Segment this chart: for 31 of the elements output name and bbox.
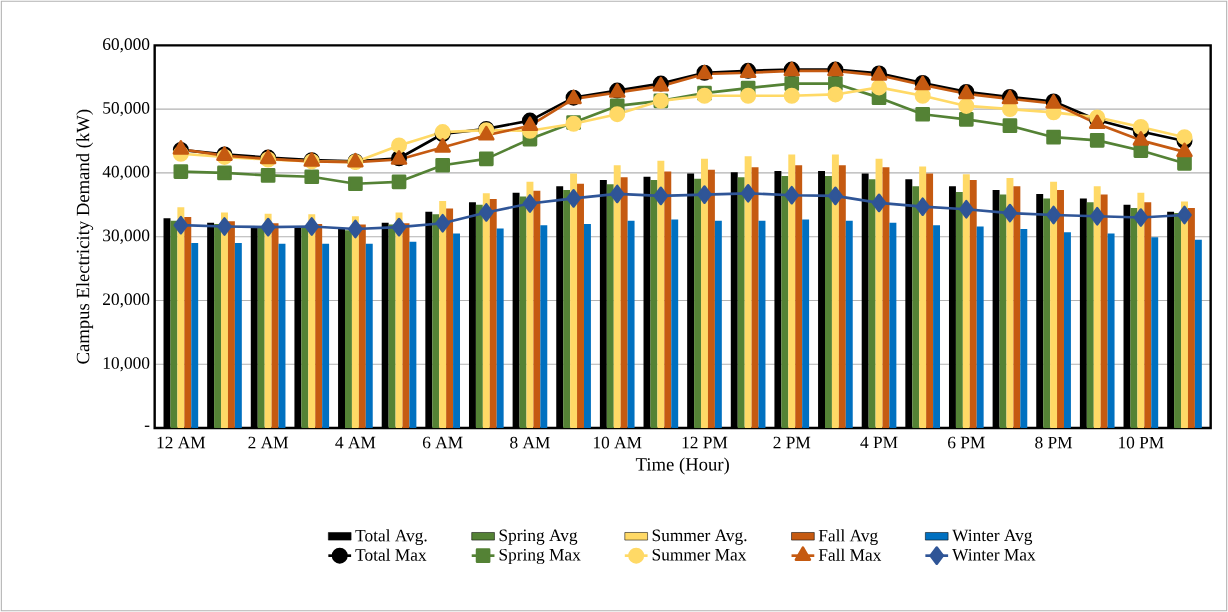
x-tick-label: 10 PM: [1119, 436, 1164, 449]
y-axis-title: Campus Electricity Demand (kW): [76, 109, 94, 364]
x-tick-label: 4 AM: [335, 436, 376, 449]
x-tick-label: 8 PM: [1035, 436, 1073, 449]
legend-label: Spring Max: [499, 548, 581, 565]
legend-label: Fall Max: [818, 548, 882, 561]
x-tick-label: 2 PM: [773, 436, 811, 449]
legend-label: Total Avg.: [355, 529, 427, 546]
legend-label: Fall Avg: [818, 529, 878, 546]
legend-label: Summer Max: [652, 548, 747, 561]
y-tick-label: 40,000: [102, 165, 150, 180]
y-tick-label: 30,000: [103, 229, 150, 244]
legend-label: Winter Avg: [952, 529, 1033, 545]
y-tick-label: 10,000: [103, 357, 150, 372]
x-tick-label: 10 AM: [593, 436, 642, 449]
legend-label: Winter Max: [952, 548, 1036, 561]
y-tick-label: 50,000: [103, 102, 150, 117]
x-tick-label: 6 PM: [948, 436, 985, 449]
x-tick-label: 4 PM: [860, 436, 898, 449]
legend-label: Summer Avg.: [652, 529, 747, 545]
y-tick-label: 60,000: [103, 38, 150, 53]
x-axis-title: Time (Hour): [635, 457, 729, 475]
legend-label: Total Max: [355, 548, 427, 561]
x-tick-label: 12 AM: [157, 436, 206, 449]
legend-label: Spring Avg: [499, 529, 578, 545]
x-tick-label: 12 PM: [682, 436, 728, 449]
x-tick-label: 2 AM: [248, 436, 289, 449]
x-tick-label: 8 AM: [510, 436, 550, 449]
y-tick-label: -: [144, 425, 150, 427]
y-tick-label: 20,000: [103, 293, 150, 308]
x-tick-label: 6 AM: [422, 436, 463, 449]
